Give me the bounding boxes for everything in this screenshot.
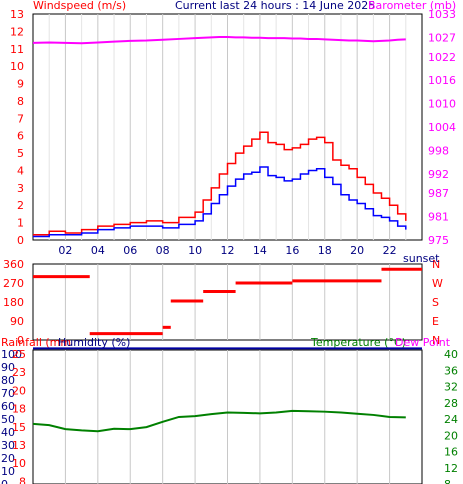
- compass-label: E: [432, 315, 439, 328]
- chart-title: Current last 24 hours : 14 June 2025: [175, 0, 375, 12]
- compass-label: N: [432, 258, 440, 271]
- wind-baro-x-axis: 02 04 06 08 10 12 14 16 18 20 22: [58, 244, 396, 257]
- humidity-tick-label: 60: [1, 400, 15, 413]
- barometer-line: [32, 35, 406, 45]
- baro-y-tick-label: 981: [428, 211, 449, 224]
- x-tick-label: 06: [123, 244, 137, 257]
- temperature-tick-label: 32: [444, 381, 458, 394]
- rht-series: [32, 347, 422, 433]
- rainfall-tick-label: 20: [12, 384, 26, 397]
- direction-y-tick-label: 90: [10, 315, 24, 328]
- rainfall-tick-label: 25: [12, 348, 26, 361]
- humidity-tick-label: 20: [1, 452, 15, 465]
- wind-y-tick-label: 9: [17, 78, 24, 91]
- temperature-tick-label: 16: [444, 446, 458, 459]
- humidity-tick-label: 30: [1, 439, 15, 452]
- wind-y-tick-label: 1: [17, 217, 24, 230]
- wind-y-tick-label: 8: [17, 95, 24, 108]
- gust-line: [33, 166, 407, 238]
- temperature-axis: 40 36 32 28 24 20 16 12 8: [444, 348, 458, 484]
- humidity-tick-label: 0: [1, 478, 8, 484]
- sunset-label: sunset: [403, 252, 440, 265]
- direction-y-tick-label: 360: [3, 258, 24, 271]
- windspeed-line: [33, 131, 407, 236]
- humidity-tick-label: 70: [1, 387, 15, 400]
- baro-y-tick-label: 1010: [428, 98, 456, 111]
- x-tick-label: 20: [350, 244, 364, 257]
- rainfall-tick-label: 10: [12, 457, 26, 470]
- rht-left-axis: 1009080706050403020100252320181513108: [1, 348, 26, 484]
- windspeed-label: Windspeed (m/s): [33, 0, 126, 12]
- wind-y-tick-label: 5: [17, 147, 24, 160]
- baro-y-tick-label: 998: [428, 144, 449, 157]
- x-tick-label: 16: [285, 244, 299, 257]
- x-tick-label: 08: [156, 244, 170, 257]
- rainfall-tick-label: 15: [12, 421, 26, 434]
- wind-baro-series: [32, 35, 407, 238]
- humidity-label: Humidity (%): [58, 336, 130, 349]
- temperature-tick-label: 24: [444, 413, 458, 426]
- humidity-tick-label: 100: [1, 348, 22, 361]
- wind-y-tick-label: 4: [17, 164, 24, 177]
- x-tick-label: 02: [58, 244, 72, 257]
- rainfall-tick-label: 18: [12, 403, 26, 416]
- direction-y-axis: 360 270 180 90 0: [3, 258, 24, 347]
- baro-y-tick-label: 975: [428, 234, 449, 247]
- compass-label: W: [432, 277, 443, 290]
- wind-y-tick-label: 10: [10, 60, 24, 73]
- wind-y-tick-label: 7: [17, 112, 24, 125]
- baro-y-tick-label: 1033: [428, 8, 456, 21]
- baro-y-tick-label: 1004: [428, 121, 456, 134]
- temperature-tick-label: 8: [444, 478, 451, 484]
- x-tick-label: 22: [383, 244, 397, 257]
- compass-label: N: [432, 334, 440, 347]
- wind-y-tick-label: 6: [17, 130, 24, 143]
- rainfall-tick-label: 13: [12, 439, 26, 452]
- wind-y-tick-label: 13: [10, 8, 24, 21]
- rainfall-tick-label: 8: [19, 475, 26, 484]
- baro-y-tick-label: 987: [428, 187, 449, 200]
- x-tick-label: 18: [318, 244, 332, 257]
- temperature-line: [32, 409, 406, 433]
- humidity-tick-label: 90: [1, 361, 15, 374]
- baro-y-tick-label: 1016: [428, 74, 456, 87]
- x-tick-label: 14: [253, 244, 267, 257]
- wind-y-tick-label: 11: [10, 43, 24, 56]
- x-tick-label: 10: [188, 244, 202, 257]
- barometer-y-axis: 975 981 987 992 998 1004 1010 1016 1022 1027 1033: [428, 8, 456, 247]
- dewpoint-label: Dew Point: [395, 336, 451, 349]
- x-tick-label: 12: [221, 244, 235, 257]
- direction-series: [33, 267, 422, 336]
- temperature-tick-label: 36: [444, 364, 458, 377]
- rainfall-label: Rainfall (mm: [1, 336, 71, 349]
- baro-y-tick-label: 1027: [428, 31, 456, 44]
- direction-y-tick-label: 180: [3, 296, 24, 309]
- compass-label: S: [432, 296, 439, 309]
- humidity-tick-label: 10: [1, 465, 15, 478]
- wind-y-tick-label: 2: [17, 199, 24, 212]
- temperature-tick-label: 20: [444, 429, 458, 442]
- direction-y-tick-label: 270: [3, 277, 24, 290]
- temperature-label: Temperature (°C): [310, 336, 406, 349]
- wind-y-tick-label: 0: [17, 234, 24, 247]
- barometer-label: Barometer (mb): [368, 0, 456, 12]
- wind-baro-grid: [48, 14, 407, 240]
- temperature-tick-label: 40: [444, 348, 458, 361]
- humidity-tick-label: 50: [1, 413, 15, 426]
- baro-y-tick-label: 1022: [428, 51, 456, 64]
- rainfall-tick-label: 23: [12, 366, 26, 379]
- temperature-tick-label: 28: [444, 397, 458, 410]
- temperature-tick-label: 12: [444, 462, 458, 475]
- direction-y-tick-label: 0: [17, 334, 24, 347]
- humidity-tick-label: 40: [1, 426, 15, 439]
- wind-y-tick-label: 12: [10, 25, 24, 38]
- baro-y-tick-label: 992: [428, 168, 449, 181]
- humidity-tick-label: 80: [1, 374, 15, 387]
- x-tick-label: 04: [91, 244, 105, 257]
- wind-y-tick-label: 3: [17, 182, 24, 195]
